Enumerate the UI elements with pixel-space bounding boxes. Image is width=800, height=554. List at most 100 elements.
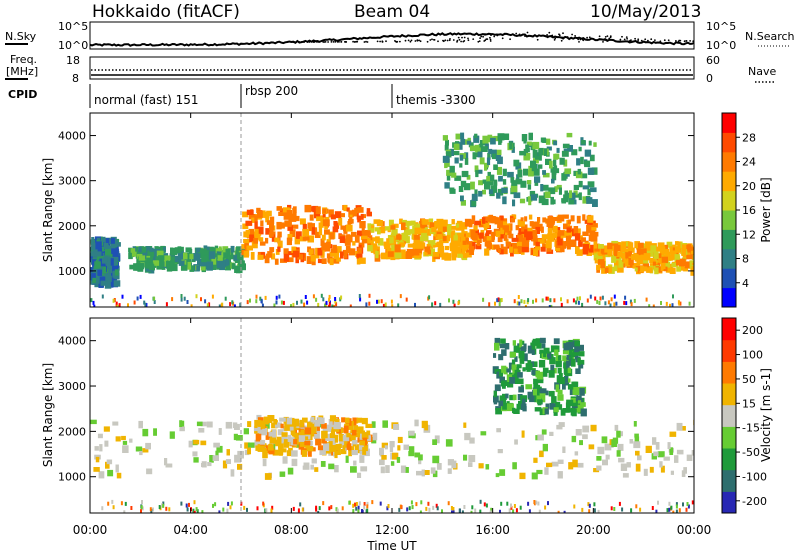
echo-cell: [646, 267, 653, 273]
near-range-cell: [613, 294, 616, 299]
echo-cell: [436, 218, 444, 226]
near-range-cell: [550, 304, 553, 307]
echo-cell: [565, 378, 571, 383]
echo-cell: [587, 167, 595, 175]
echo-cell: [494, 342, 500, 351]
near-range-cell: [158, 505, 161, 509]
echo-cell: [213, 442, 220, 448]
near-range-cell: [214, 502, 217, 507]
echo-cell: [523, 240, 530, 245]
near-range-cell: [471, 505, 474, 510]
noise-search-dot: [503, 33, 506, 35]
echo-cell: [350, 420, 354, 427]
echo-cell: [633, 441, 641, 449]
near-range-cell: [630, 508, 633, 513]
noise-search-dot: [414, 40, 417, 42]
near-range-cell: [613, 302, 616, 307]
near-range-cell: [365, 302, 368, 307]
velocity-colorbar-tick-label: -50: [742, 446, 760, 459]
power-colorbar-swatch: [722, 287, 736, 308]
echo-cell: [515, 225, 520, 231]
echo-cell: [533, 383, 539, 389]
echo-cell: [636, 247, 641, 256]
echo-cell: [508, 223, 513, 231]
echo-cell: [549, 431, 554, 436]
echo-cell: [499, 215, 504, 221]
near-range-cell: [452, 510, 455, 513]
echo-cell: [377, 238, 384, 246]
near-range-cell: [162, 501, 165, 506]
echo-cell: [523, 168, 529, 176]
echo-cell: [580, 397, 585, 406]
echo-cell: [179, 420, 183, 427]
near-range-cell: [315, 297, 318, 302]
echo-cell: [562, 355, 567, 362]
near-range-cell: [111, 499, 114, 504]
noise-search-dot: [429, 39, 432, 41]
echo-cell: [389, 444, 394, 453]
time-axis: 00:00 04:00 08:00 12:00 16:00 20:00 00:00: [73, 113, 711, 537]
echo-cell: [243, 231, 249, 238]
echo-cell: [638, 265, 644, 273]
echo-cell: [628, 258, 634, 266]
echo-cell: [531, 361, 538, 367]
echo-cell: [473, 152, 479, 158]
echo-cell: [549, 160, 553, 169]
echo-cell: [451, 225, 458, 230]
echo-cell: [164, 458, 168, 466]
echo-cell: [589, 187, 597, 193]
near-range-cell: [648, 304, 651, 307]
echo-cell: [517, 372, 523, 378]
echo-cell: [257, 210, 263, 218]
near-range-cell: [278, 294, 281, 299]
noise-search-dot: [330, 41, 333, 43]
echo-cell: [474, 133, 478, 138]
echo-cell: [546, 246, 552, 252]
noise-search-dot: [509, 38, 511, 41]
noise-sky-trace: [89, 32, 695, 47]
echo-cell: [364, 448, 370, 457]
power-colorbar-tick-label: 16: [742, 204, 756, 217]
near-range-cell: [463, 505, 466, 509]
echo-cell: [384, 445, 388, 450]
noise-search-dot: [679, 39, 682, 42]
echo-cell: [315, 438, 322, 446]
noise-search-dot: [385, 40, 387, 43]
noise-search-dot: [598, 35, 601, 38]
echo-cell: [169, 256, 175, 265]
echo-cell: [573, 226, 579, 234]
echo-cell: [299, 439, 306, 447]
echo-cell: [582, 425, 590, 433]
echo-cell: [531, 472, 538, 480]
echo-cell: [112, 270, 117, 278]
echo-cell: [343, 238, 348, 244]
velocity-colorbar-swatch: [722, 404, 736, 427]
echo-cell: [215, 450, 219, 458]
near-range-cell: [139, 294, 142, 299]
echo-cell: [555, 401, 561, 408]
echo-cell: [528, 214, 533, 220]
near-range-cell: [212, 503, 214, 508]
echo-cell: [207, 462, 212, 467]
noise-search-dot: [489, 38, 492, 41]
echo-cell: [269, 436, 277, 444]
echo-cell: [588, 140, 592, 146]
echo-cell: [598, 259, 605, 266]
echo-cell: [352, 417, 357, 426]
echo-cell: [200, 265, 206, 271]
echo-cell: [468, 247, 474, 252]
echo-cell: [314, 420, 321, 427]
echo-cell: [103, 281, 108, 286]
near-range-cell: [576, 296, 579, 301]
echo-cell: [493, 395, 499, 403]
near-range-cell: [186, 300, 189, 304]
echo-cell: [520, 217, 524, 222]
echo-cell: [243, 428, 249, 435]
echo-cell: [447, 459, 454, 466]
echo-cell: [262, 450, 268, 459]
echo-cell: [634, 433, 639, 438]
echo-cell: [453, 235, 458, 241]
near-range-cell: [264, 295, 267, 300]
near-range-cell: [436, 506, 439, 511]
near-range-cell: [127, 303, 129, 307]
